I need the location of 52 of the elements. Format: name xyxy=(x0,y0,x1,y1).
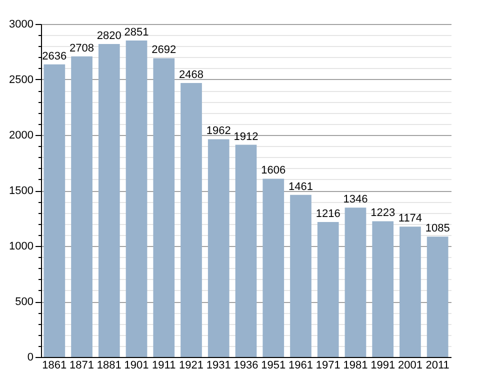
x-tick-label: 1981 xyxy=(343,360,368,372)
x-tick-label: 1961 xyxy=(288,360,313,372)
data-label: 2468 xyxy=(179,69,204,82)
data-label: 1216 xyxy=(316,208,340,220)
data-label: 1346 xyxy=(343,194,368,206)
data-label: 2851 xyxy=(124,26,149,39)
x-tick-label: 1901 xyxy=(124,360,149,372)
x-tick-label: 1871 xyxy=(70,360,94,372)
y-tick-label: 2500 xyxy=(9,74,34,86)
y-tick-label: 0 xyxy=(27,352,34,364)
bar xyxy=(372,221,394,357)
data-label: 2820 xyxy=(96,30,122,42)
bar xyxy=(126,40,148,357)
bar xyxy=(317,222,339,357)
data-label: 1606 xyxy=(261,164,286,177)
x-tick-label: 1931 xyxy=(206,360,231,372)
y-tick-label: 2000 xyxy=(9,130,34,142)
x-tick-label: 1991 xyxy=(370,360,396,372)
data-label: 1962 xyxy=(206,125,231,138)
bar xyxy=(235,144,257,357)
bar xyxy=(290,194,312,357)
y-tick-label: 500 xyxy=(15,296,34,308)
data-label: 1223 xyxy=(370,207,396,220)
bar xyxy=(426,236,448,357)
data-label: 2636 xyxy=(42,50,67,62)
x-tick-label: 1971 xyxy=(316,360,340,372)
bar xyxy=(180,83,202,357)
bar xyxy=(400,226,421,357)
y-tick-label: 3000 xyxy=(9,18,34,30)
data-label: 2708 xyxy=(70,42,94,54)
bar xyxy=(71,56,92,357)
bar xyxy=(153,58,175,357)
bar xyxy=(44,64,66,357)
data-label: 1912 xyxy=(234,130,258,143)
bar xyxy=(98,44,120,357)
data-label: 1174 xyxy=(398,212,422,225)
bar xyxy=(344,208,366,357)
x-tick-label: 1921 xyxy=(179,360,204,372)
data-label: 2692 xyxy=(152,44,176,56)
x-tick-label: 2001 xyxy=(398,360,422,372)
bar xyxy=(208,139,230,357)
data-label: 1461 xyxy=(288,180,313,193)
x-tick-label: 2011 xyxy=(426,360,450,372)
bar xyxy=(262,178,284,357)
x-tick-label: 1951 xyxy=(261,360,286,372)
data-label: 1085 xyxy=(425,222,450,235)
y-tick-label: 1500 xyxy=(9,185,34,197)
x-tick-label: 1936 xyxy=(234,360,258,372)
x-tick-label: 1911 xyxy=(152,360,176,372)
x-tick-label: 1861 xyxy=(42,360,67,372)
x-tick-label: 1881 xyxy=(96,360,122,372)
y-tick-label: 1000 xyxy=(9,240,34,252)
